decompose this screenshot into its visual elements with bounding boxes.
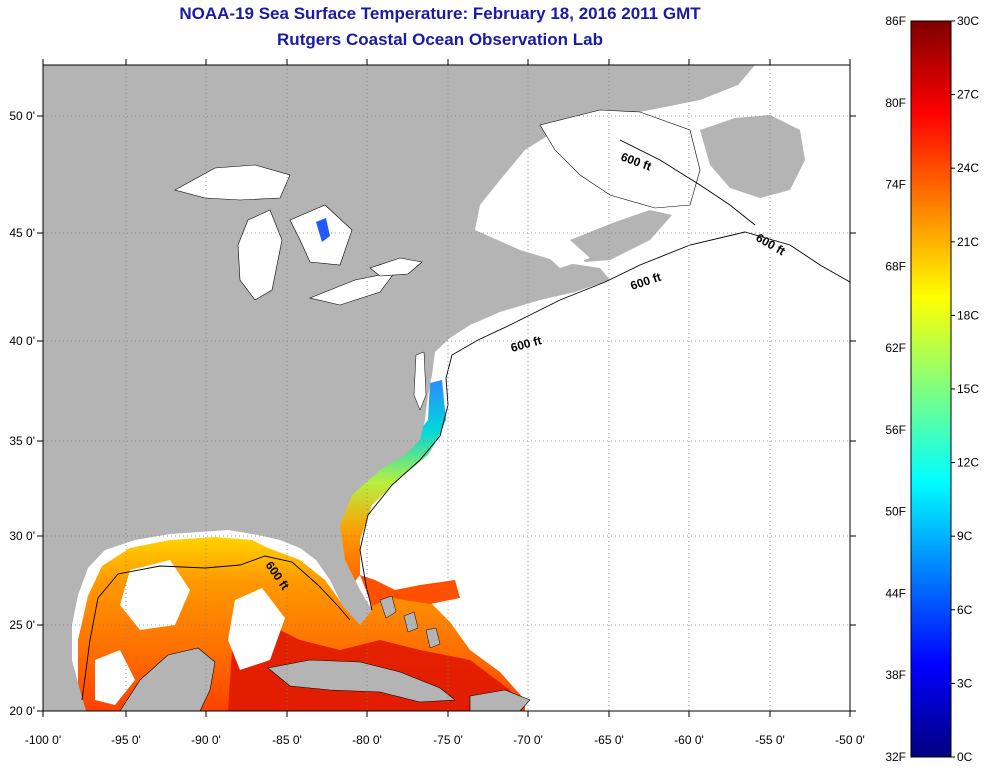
longitude-label: -75 0'	[433, 733, 463, 747]
lake-michigan-cold-patch	[316, 218, 330, 242]
latitude-label: 20 0'	[9, 704, 35, 718]
yucatan-land	[119, 647, 216, 711]
colorbar-label-c: 18C	[957, 308, 979, 322]
colorbar-label-f: 80F	[885, 96, 906, 110]
isobath-600ft	[81, 139, 850, 701]
north-america-land	[43, 65, 755, 711]
colorbar-label-f: 38F	[885, 668, 906, 682]
latitude-labels: 50 0' 45 0' 40 0' 35 0' 30 0' 25 0' 20 0'	[9, 109, 35, 718]
longitude-labels: -100 0' -95 0' -90 0' -85 0' -80 0' -75 0' -70…	[25, 733, 865, 747]
longitude-label: -70 0'	[513, 733, 543, 747]
latitude-label: 30 0'	[9, 529, 35, 543]
map-subtitle: Rutgers Coastal Ocean Observation Lab	[277, 30, 603, 49]
colorbar-label-f: 68F	[885, 259, 906, 273]
colorbar-label-c: 27C	[957, 88, 979, 102]
colorbar-label-c: 12C	[957, 456, 979, 470]
colorbar-label-c: 0C	[957, 750, 973, 764]
latitude-label: 45 0'	[9, 226, 35, 240]
longitude-label: -50 0'	[835, 733, 865, 747]
cuba-land	[267, 659, 456, 703]
longitude-label: -60 0'	[674, 733, 704, 747]
map-title: NOAA-19 Sea Surface Temperature: Februar…	[179, 4, 701, 23]
latitude-label: 25 0'	[9, 618, 35, 632]
colorbar-ticks	[951, 20, 955, 758]
longitude-label: -65 0'	[594, 733, 624, 747]
newfoundland-land	[700, 115, 805, 198]
colorbar-label-c: 9C	[957, 529, 973, 543]
longitude-label: -80 0'	[352, 733, 382, 747]
longitude-label: -85 0'	[272, 733, 302, 747]
colorbar-label-f: 50F	[885, 505, 906, 519]
colorbar	[910, 20, 952, 758]
graticule	[43, 65, 850, 711]
longitude-label: -95 0'	[111, 733, 141, 747]
colorbar-label-f: 74F	[885, 178, 906, 192]
bahamas-islands	[379, 595, 441, 649]
colorbar-label-f: 32F	[885, 750, 906, 764]
colorbar-label-f: 86F	[885, 14, 906, 28]
nova-scotia-land	[570, 210, 672, 262]
latitude-label: 50 0'	[9, 109, 35, 123]
colorbar-label-c: 15C	[957, 382, 979, 396]
latitude-label: 35 0'	[9, 434, 35, 448]
cloud-gap	[120, 560, 190, 630]
colorbar-label-c: 21C	[957, 235, 979, 249]
colorbar-label-c: 3C	[957, 676, 973, 690]
colorbar-label-f: 56F	[885, 423, 906, 437]
latitude-label: 40 0'	[9, 334, 35, 348]
colorbar-label-c: 30C	[957, 14, 979, 28]
colorbar-label-c: 6C	[957, 603, 973, 617]
chesapeake-bay	[413, 351, 427, 411]
longitude-label: -55 0'	[755, 733, 785, 747]
longitude-label: -100 0'	[25, 733, 61, 747]
gulf-of-st-lawrence	[539, 109, 701, 209]
colorbar-label-f: 62F	[885, 341, 906, 355]
colorbar-celsius-labels: 30C 27C 24C 21C 18C 15C 12C 9C 6C 3C 0C	[957, 14, 979, 764]
bay-of-fundy	[540, 240, 590, 268]
colorbar-label-c: 24C	[957, 161, 979, 175]
map-frame	[42, 64, 851, 712]
colorbar-fahrenheit-labels: 86F 80F 74F 68F 62F 56F 50F 44F 38F 32F	[885, 14, 906, 764]
cloud-gap	[95, 650, 135, 705]
colorbar-label-f: 44F	[885, 586, 906, 600]
longitude-label: -90 0'	[191, 733, 221, 747]
hispaniola-land	[469, 689, 531, 711]
cloud-gap	[228, 588, 285, 670]
axis-ticks	[37, 59, 856, 717]
